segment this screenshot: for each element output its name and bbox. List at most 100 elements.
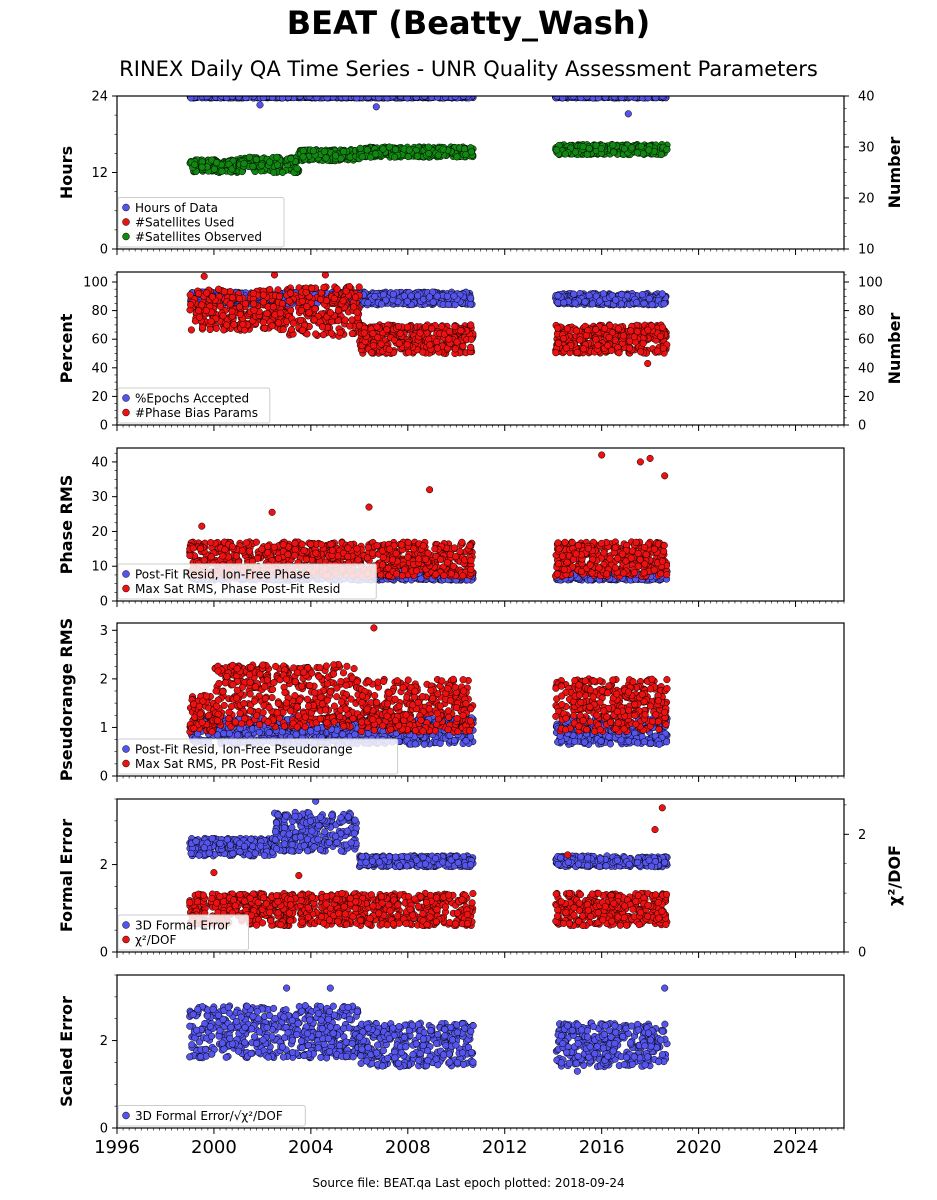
y-right-tick-label: 10	[858, 243, 875, 258]
data-point	[462, 150, 470, 159]
data-point	[329, 96, 337, 101]
data-point	[640, 299, 648, 307]
data-point	[236, 310, 244, 318]
data-point	[364, 96, 372, 101]
data-point	[554, 292, 562, 300]
data-point	[275, 292, 284, 301]
data-point	[585, 291, 593, 300]
data-point	[374, 333, 382, 342]
data-point-outlier	[256, 101, 264, 109]
legend-marker	[122, 218, 130, 226]
y-tick-label: 40	[91, 361, 108, 376]
data-point	[638, 291, 646, 299]
data-point	[252, 155, 260, 163]
data-point	[601, 324, 609, 332]
data-point	[187, 301, 195, 309]
data-point	[421, 323, 430, 331]
data-point	[266, 158, 274, 166]
data-point	[305, 309, 313, 317]
data-point	[554, 299, 562, 307]
data-point	[285, 297, 293, 305]
data-point	[242, 96, 250, 102]
legend-marker	[122, 203, 130, 212]
y-right-tick-label: 30	[858, 141, 875, 156]
data-point	[453, 153, 461, 161]
data-point	[425, 293, 434, 301]
data-point	[363, 146, 371, 154]
data-point	[186, 291, 194, 299]
data-point	[309, 147, 317, 155]
data-point	[336, 328, 344, 336]
data-point	[360, 329, 368, 337]
data-point	[206, 325, 214, 334]
data-point	[639, 339, 647, 347]
data-point	[405, 146, 413, 154]
data-point	[367, 153, 375, 161]
legend: %Epochs Accepted#Phase Bias Params	[117, 387, 271, 424]
y-tick-label: 60	[91, 333, 108, 348]
data-point	[657, 151, 665, 159]
legend-marker	[122, 232, 130, 241]
data-point-outlier	[644, 359, 652, 368]
data-point	[319, 331, 327, 339]
data-point	[633, 299, 641, 307]
data-point	[385, 345, 393, 353]
y-right-axis-label: Number	[885, 137, 904, 209]
data-point	[284, 96, 292, 101]
data-point	[299, 326, 307, 334]
data-point	[571, 148, 579, 156]
data-point	[250, 300, 258, 308]
data-point	[561, 150, 569, 158]
data-point	[403, 96, 411, 102]
data-point	[299, 147, 307, 155]
data-point	[443, 292, 451, 300]
legend-entry: #Satellites Observed	[135, 230, 262, 244]
data-point	[279, 96, 287, 102]
data-point	[467, 321, 475, 329]
data-point	[278, 299, 286, 308]
data-point	[302, 288, 310, 296]
data-point	[610, 96, 618, 101]
data-point	[592, 325, 600, 334]
data-point	[216, 302, 225, 311]
legend-box	[117, 197, 285, 248]
data-point	[334, 306, 342, 314]
data-point	[377, 300, 386, 308]
data-point	[625, 344, 633, 352]
data-point	[353, 96, 361, 102]
data-point	[341, 316, 349, 324]
data-point	[187, 326, 195, 334]
data-point	[404, 348, 413, 356]
y-tick-label: 12	[91, 166, 108, 181]
y-right-tick-label: 40	[858, 361, 875, 376]
data-point	[226, 300, 234, 308]
data-point	[644, 96, 652, 102]
data-point	[235, 303, 243, 311]
data-point	[318, 323, 326, 331]
data-point	[445, 335, 453, 343]
data-point	[633, 328, 641, 336]
data-point	[195, 313, 203, 321]
data-point	[342, 287, 350, 295]
data-point	[441, 96, 449, 101]
data-point	[572, 327, 580, 335]
data-point	[588, 300, 597, 308]
data-point	[235, 295, 243, 303]
y-axis-label: Hours	[57, 146, 76, 199]
panel-2-points	[186, 272, 671, 368]
data-point	[299, 153, 307, 161]
data-point	[580, 345, 588, 353]
data-point	[438, 322, 446, 331]
data-point	[346, 322, 354, 330]
data-point	[220, 287, 228, 296]
data-point	[268, 322, 276, 330]
data-point	[239, 320, 247, 328]
data-point	[559, 96, 567, 102]
data-point	[287, 306, 295, 314]
data-point	[356, 144, 364, 152]
data-point	[467, 294, 475, 302]
data-point	[263, 309, 271, 318]
data-point	[657, 332, 665, 340]
data-point	[560, 334, 568, 343]
data-point	[389, 290, 397, 298]
